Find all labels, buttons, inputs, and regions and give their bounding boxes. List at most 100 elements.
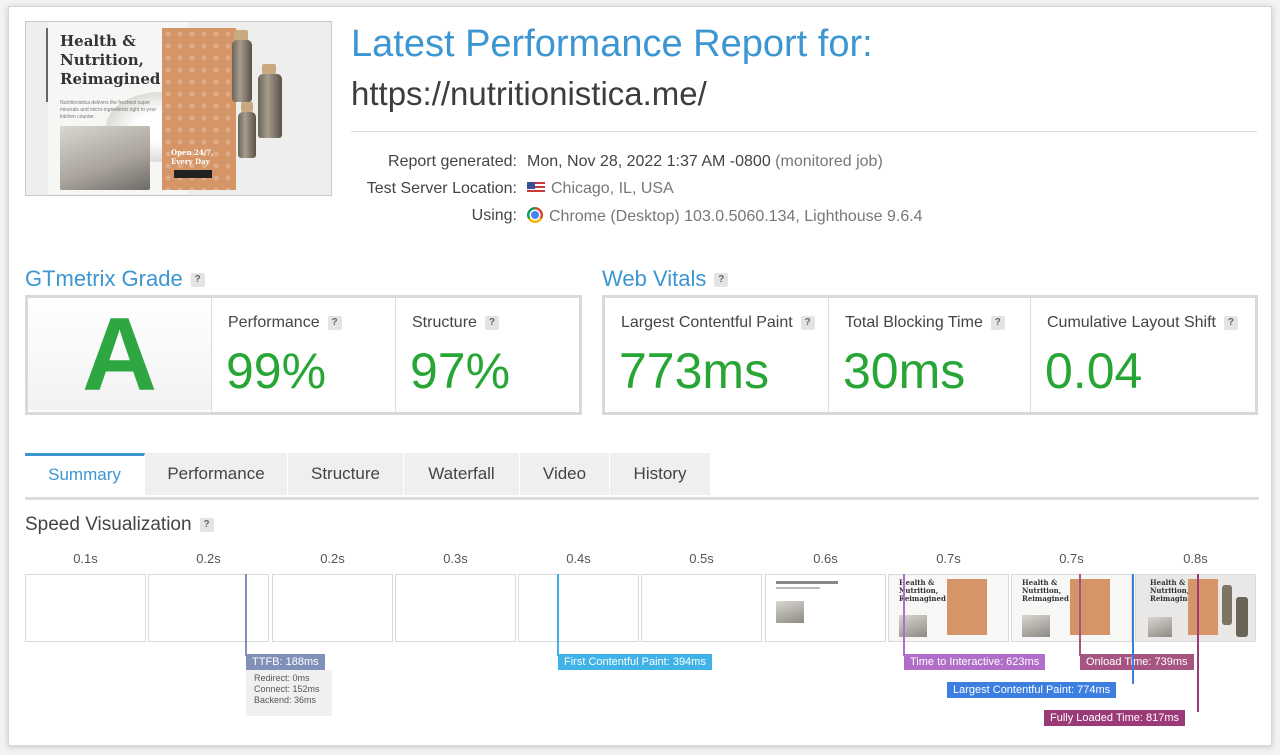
frame-photo: [776, 601, 804, 623]
jar-cork: [262, 64, 276, 74]
grade-letter: A: [81, 297, 158, 413]
frame-time: 0.8s: [1183, 551, 1208, 566]
web-vitals-title: Web Vitals: [602, 266, 707, 291]
filmstrip-frame[interactable]: [518, 574, 639, 642]
tab-history[interactable]: History: [610, 453, 711, 495]
ttfb-breakdown: Redirect: 0ms Connect: 152ms Backend: 36…: [246, 670, 332, 716]
filmstrip-frame[interactable]: Health & Nutrition, Reimagined: [888, 574, 1009, 642]
frame-headline: Health & Nutrition, Reimagined: [1150, 578, 1197, 603]
frame-time: 0.4s: [566, 551, 591, 566]
gtmetrix-grade-title: GTmetrix Grade: [25, 266, 183, 291]
frame-time: 0.1s: [73, 551, 98, 566]
structure-score: Structure? 97%: [395, 298, 579, 412]
thumbnail-headline: Health & Nutrition, Reimagined: [60, 32, 161, 88]
grade-cell: A: [28, 297, 211, 413]
speed-visualization-heading: Speed Visualization?: [25, 514, 214, 536]
frame-headline: Health & Nutrition, Reimagined: [899, 578, 946, 603]
help-icon[interactable]: ?: [714, 273, 729, 288]
help-icon[interactable]: ?: [990, 315, 1005, 330]
jar-cork: [241, 102, 253, 112]
onload-marker-label[interactable]: Onload Time: 739ms: [1080, 654, 1194, 670]
structure-label-row: Structure?: [412, 314, 499, 332]
frame-time: 0.3s: [443, 551, 468, 566]
report-tabs: Summary Performance Structure Waterfall …: [25, 453, 1259, 500]
performance-label-row: Performance?: [228, 314, 342, 332]
filmstrip-frame[interactable]: [641, 574, 762, 642]
ttfb-backend: Backend: 36ms: [254, 695, 317, 705]
cls-label: Cumulative Layout Shift: [1047, 314, 1216, 331]
help-icon[interactable]: ?: [190, 273, 205, 288]
web-vitals-panel: Largest Contentful Paint? 773ms Total Bl…: [602, 295, 1258, 415]
tbt-label-row: Total Blocking Time?: [845, 314, 1005, 332]
cls-label-row: Cumulative Layout Shift?: [1047, 314, 1238, 332]
structure-label: Structure: [412, 314, 477, 331]
thumbnail-poster: [162, 28, 236, 190]
onload-marker-line: [1079, 574, 1081, 656]
filmstrip-frame[interactable]: [272, 574, 393, 642]
frame-time: 0.5s: [689, 551, 714, 566]
tab-structure[interactable]: Structure: [288, 453, 404, 495]
jar-cork: [234, 30, 248, 42]
frame-photo: [899, 615, 927, 637]
lcp-marker-label[interactable]: Largest Contentful Paint: 774ms: [947, 682, 1117, 698]
fcp-marker-line: [557, 574, 559, 656]
help-icon[interactable]: ?: [199, 517, 214, 532]
help-icon[interactable]: ?: [800, 315, 815, 330]
lcp-value: 773ms: [619, 343, 770, 399]
frame-photo: [1022, 615, 1050, 637]
fcp-marker-label[interactable]: First Contentful Paint: 394ms: [558, 654, 712, 670]
performance-label: Performance: [228, 314, 320, 331]
help-icon[interactable]: ?: [1223, 315, 1238, 330]
filmstrip-frame[interactable]: [395, 574, 516, 642]
filmstrip-frame[interactable]: Health & Nutrition, Reimagined: [1011, 574, 1132, 642]
ttfb-marker-line: [245, 574, 247, 656]
us-flag-icon: [527, 182, 545, 194]
filmstrip-frame[interactable]: [765, 574, 886, 642]
lcp-label-row: Largest Contentful Paint?: [621, 314, 815, 332]
test-server-location-label: Test Server Location:: [366, 180, 517, 197]
thumbnail-poster-button: [174, 170, 212, 178]
report-generated-date: Mon, Nov 28, 2022 1:37 AM -0800: [527, 153, 771, 170]
frame-text-line: [776, 587, 820, 589]
help-icon[interactable]: ?: [484, 315, 499, 330]
using-text: Chrome (Desktop) 103.0.5060.134, Lightho…: [549, 208, 923, 225]
frame-text-line: [776, 581, 838, 584]
tbt-label: Total Blocking Time: [845, 314, 983, 331]
frame-time: 0.2s: [320, 551, 345, 566]
title-divider: [351, 131, 1257, 132]
performance-value: 99%: [226, 343, 327, 399]
using-label: Using:: [471, 207, 517, 224]
using-value: Chrome (Desktop) 103.0.5060.134, Lightho…: [527, 207, 923, 226]
frame-headline: Health & Nutrition, Reimagined: [1022, 578, 1069, 603]
tab-summary[interactable]: Summary: [25, 453, 145, 495]
page-screenshot-thumbnail[interactable]: Health & Nutrition, Reimagined Nutrition…: [25, 21, 332, 196]
gtmetrix-grade-panel: A Performance? 99% Structure? 97%: [25, 295, 582, 415]
filmstrip-frame[interactable]: [25, 574, 146, 642]
filmstrip-frame[interactable]: [148, 574, 269, 642]
frame-poster: [947, 579, 987, 635]
report-generated-value: Mon, Nov 28, 2022 1:37 AM -0800 (monitor…: [527, 153, 883, 171]
lcp-marker-line: [1132, 574, 1134, 684]
tti-marker-label[interactable]: Time to Interactive: 623ms: [904, 654, 1046, 670]
tbt-vital: Total Blocking Time? 30ms: [828, 298, 1030, 412]
frame-photo: [1148, 617, 1172, 637]
structure-value: 97%: [410, 343, 511, 399]
help-icon[interactable]: ?: [327, 315, 342, 330]
performance-score: Performance? 99%: [211, 298, 395, 412]
jar-image: [258, 74, 282, 138]
web-vitals-heading: Web Vitals?: [602, 266, 729, 292]
tti-marker-line: [903, 574, 905, 656]
tab-performance[interactable]: Performance: [145, 453, 288, 495]
tab-waterfall[interactable]: Waterfall: [404, 453, 520, 495]
lcp-label: Largest Contentful Paint: [621, 314, 793, 331]
tab-video[interactable]: Video: [520, 453, 610, 495]
tbt-value: 30ms: [843, 343, 966, 399]
report-card: Health & Nutrition, Reimagined Nutrition…: [8, 6, 1272, 746]
report-url[interactable]: https://nutritionistica.me/: [351, 75, 707, 112]
frame-poster: [1070, 579, 1110, 635]
ttfb-marker-label[interactable]: TTFB: 188ms: [246, 654, 325, 670]
fully-loaded-marker-label[interactable]: Fully Loaded Time: 817ms: [1044, 710, 1186, 726]
thumbnail-blurb: Nutritionistica delivers the freshest su…: [60, 100, 157, 120]
filmstrip-frame[interactable]: Health & Nutrition, Reimagined: [1135, 574, 1256, 642]
gtmetrix-grade-heading: GTmetrix Grade?: [25, 266, 205, 292]
